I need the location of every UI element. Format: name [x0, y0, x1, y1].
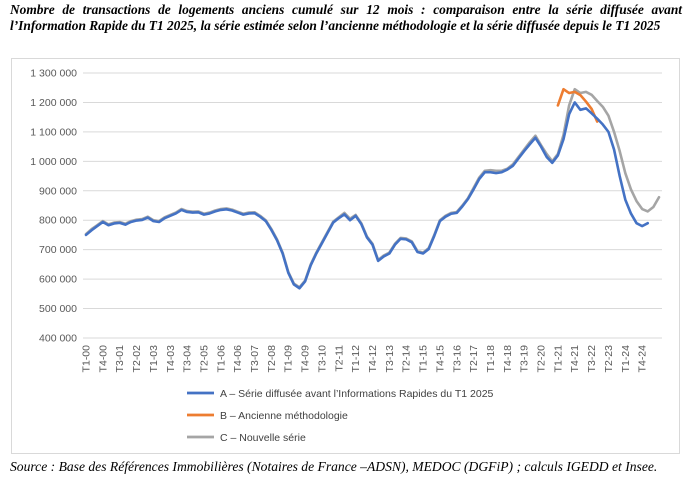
x-tick-label: T3-07: [249, 345, 261, 373]
legend-label: A – Série diffusée avant l’Informations …: [220, 388, 494, 400]
x-tick-label: T2-20: [536, 345, 548, 373]
x-tick-label: T4-09: [300, 345, 312, 373]
legend: A – Série diffusée avant l’Informations …: [187, 388, 494, 444]
source-note: Source : Base des Références Immobilière…: [10, 459, 658, 474]
x-tick-label: T2-08: [266, 345, 278, 373]
x-tick-label: T4-21: [569, 345, 581, 373]
y-tick-label: 700 000: [39, 244, 77, 256]
chart-title: Nombre de transactions de logements anci…: [10, 2, 682, 33]
x-tick-label: T4-06: [232, 345, 244, 373]
x-tick-label: T1-12: [350, 345, 362, 373]
x-tick-label: T4-18: [502, 345, 514, 373]
y-tick-label: 1 000 000: [30, 156, 77, 168]
x-tick-label: T4-15: [434, 345, 446, 373]
y-tick-label: 400 000: [39, 333, 77, 345]
x-tick-label: T4-12: [367, 345, 379, 373]
x-tick-label: T3-01: [114, 345, 126, 373]
y-tick-label: 900 000: [39, 185, 77, 197]
gridlines: [83, 72, 662, 339]
x-tick-label: T3-16: [451, 345, 463, 373]
x-tick-label: T1-03: [148, 345, 160, 373]
x-tick-label: T4-00: [97, 345, 109, 373]
series-lines: [84, 87, 661, 290]
series-line-a: [84, 101, 650, 290]
y-tick-label: 1 200 000: [30, 97, 77, 109]
x-tick-label: T2-05: [198, 345, 210, 373]
series-line-b: [556, 87, 599, 123]
x-tick-label: T4-24: [637, 345, 649, 373]
chart-area: 400 000 500 000 600 000 700 000 800 000 900 0…: [11, 58, 680, 454]
y-axis-ticks: 400 000 500 000 600 000 700 000 800 000 900 0…: [30, 68, 77, 345]
y-tick-label: 1 300 000: [30, 68, 77, 80]
x-tick-label: T3-22: [586, 345, 598, 373]
y-tick-label: 1 100 000: [30, 126, 77, 138]
x-tick-label: T4-03: [165, 345, 177, 373]
x-tick-label: T1-15: [418, 345, 430, 373]
y-tick-label: 800 000: [39, 215, 77, 227]
x-tick-label: T2-14: [401, 345, 413, 373]
x-tick-label: T3-10: [316, 345, 328, 373]
x-tick-label: T1-21: [552, 345, 564, 373]
x-tick-label: T2-02: [131, 345, 143, 373]
x-tick-label: T2-11: [333, 345, 345, 372]
x-tick-label: T1-09: [283, 345, 295, 373]
line-chart: 400 000 500 000 600 000 700 000 800 000 900 0…: [30, 68, 662, 444]
legend-label: C – Nouvelle série: [220, 432, 306, 444]
x-tick-label: T1-00: [81, 345, 93, 373]
x-axis-ticks: T1-00 T4-00 T3-01 T2-02 T1-03 T4-03 T3-04 T2-05…: [81, 345, 649, 373]
x-tick-label: T2-23: [603, 345, 615, 373]
legend-label: B – Ancienne méthodologie: [220, 410, 348, 422]
series-line-c: [84, 87, 661, 289]
y-tick-label: 500 000: [39, 303, 77, 315]
x-tick-label: T1-24: [620, 345, 632, 373]
x-tick-label: T3-13: [384, 345, 396, 373]
x-tick-label: T3-19: [519, 345, 531, 373]
y-tick-label: 600 000: [39, 274, 77, 286]
x-tick-label: T1-18: [485, 345, 497, 373]
x-tick-label: T3-04: [182, 345, 194, 373]
x-tick-label: T1-06: [215, 345, 227, 373]
x-tick-label: T2-17: [468, 345, 480, 373]
